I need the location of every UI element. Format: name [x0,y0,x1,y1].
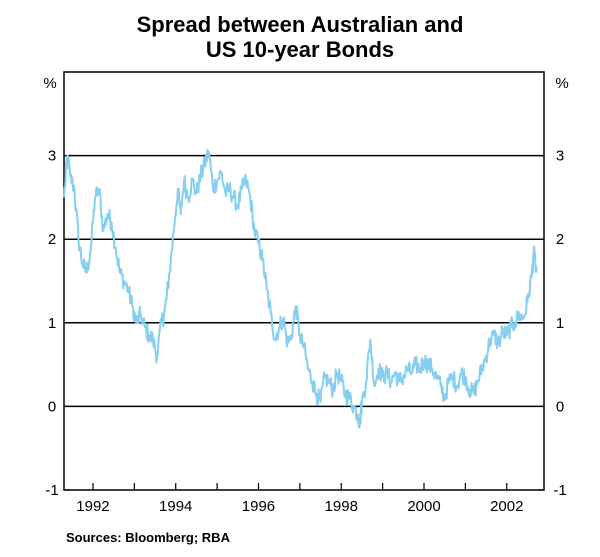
x-tick-label: 2002 [490,498,523,515]
y-tick-label-right: -1 [553,482,566,499]
y-tick-label-left: -1 [45,482,58,499]
x-tick-label: 1992 [76,498,109,515]
y-tick-label-left: 1 [48,315,56,332]
y-tick-label-right: 2 [556,231,564,248]
unit-label-left: % [43,75,56,92]
chart-title: Spread between Australian and US 10-year… [0,12,600,62]
series-line-spread [63,148,538,429]
y-tick-label-left: 2 [48,231,56,248]
x-tick-label: 1998 [325,498,358,515]
axis-ticks [64,155,544,491]
axis-labels: -1 -1 0 0 1 1 2 2 3 3 1992 1994 1996 1998 2000 2002 [45,148,566,515]
series-layer [63,148,538,429]
gridlines [64,154,544,408]
unit-label-right: % [555,75,568,92]
y-tick-label-left: 3 [48,148,56,165]
plot-frame [63,71,545,491]
y-tick-label-right: 3 [556,148,564,165]
x-tick-label: 1996 [242,498,275,515]
chart-title-line-2: US 10-year Bonds [205,37,395,62]
source-note: Sources: Bloomberg; RBA [66,530,230,545]
chart-title-line-1: Spread between Australian and [136,12,464,37]
x-tick-label: 2000 [407,498,440,515]
y-tick-label-left: 0 [48,398,56,415]
y-tick-label-right: 0 [556,398,564,415]
y-tick-label-right: 1 [556,315,564,332]
x-tick-label: 1994 [159,498,192,515]
